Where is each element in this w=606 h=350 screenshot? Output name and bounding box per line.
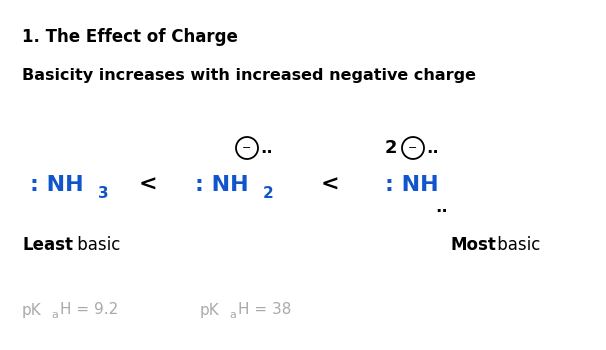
Text: pK: pK [200, 302, 220, 317]
Text: ..: .. [435, 198, 448, 216]
Text: 2: 2 [385, 139, 398, 157]
Text: : NH: : NH [385, 175, 439, 195]
Text: <: < [321, 175, 339, 195]
Text: Most: Most [450, 236, 496, 254]
Text: <: < [139, 175, 158, 195]
Text: Least: Least [22, 236, 73, 254]
Text: 3: 3 [98, 187, 108, 202]
Text: a: a [51, 310, 58, 320]
Text: ..: .. [426, 139, 439, 157]
Text: a: a [229, 310, 236, 320]
Text: : NH: : NH [30, 175, 84, 195]
Text: basic: basic [492, 236, 541, 254]
Text: H = 38: H = 38 [238, 302, 291, 317]
Text: 2: 2 [263, 187, 274, 202]
Text: Basicity increases with increased negative charge: Basicity increases with increased negati… [22, 68, 476, 83]
Text: ..: .. [260, 139, 273, 157]
Text: 1. The Effect of Charge: 1. The Effect of Charge [22, 28, 238, 46]
Text: −: − [408, 143, 418, 153]
Text: H = 9.2: H = 9.2 [60, 302, 118, 317]
Text: : NH: : NH [195, 175, 248, 195]
Text: basic: basic [72, 236, 121, 254]
Text: −: − [242, 143, 251, 153]
Text: pK: pK [22, 302, 42, 317]
